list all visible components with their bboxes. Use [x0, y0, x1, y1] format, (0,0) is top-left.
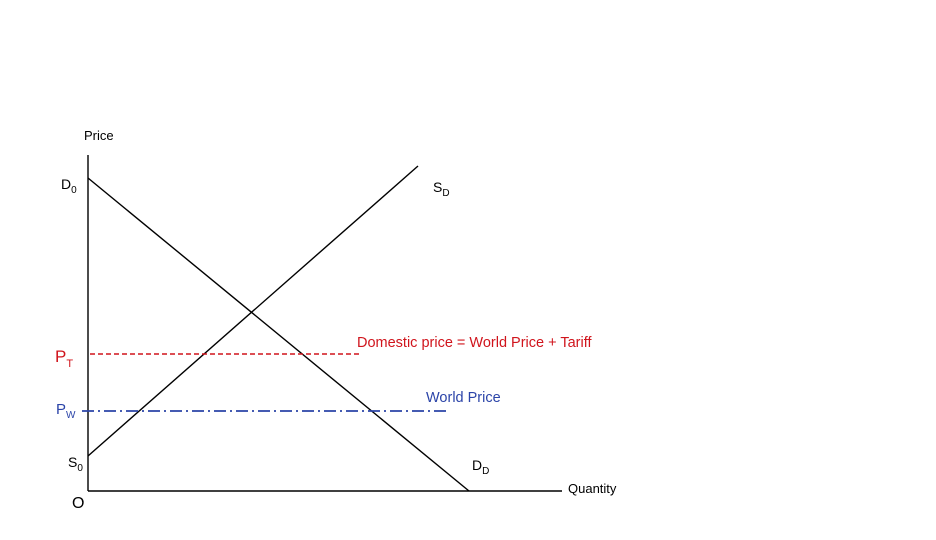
x-axis-label: Quantity [568, 481, 617, 496]
demand-intercept-label: D0 [61, 176, 77, 196]
supply-intercept-label: S0 [68, 454, 83, 474]
tariff-price-caption: Domestic price = World Price + Tariff [357, 335, 592, 351]
supply-curve-label: SD [433, 179, 450, 199]
demand-curve [87, 177, 470, 492]
world-price-label: PW [56, 401, 76, 421]
world-price-caption: World Price [426, 390, 501, 406]
y-axis-label: Price [84, 128, 114, 143]
demand-curve-label: DD [472, 457, 489, 477]
origin-label: O [72, 495, 84, 512]
tariff-price-label: PT [55, 347, 73, 370]
supply-curve [87, 165, 419, 457]
